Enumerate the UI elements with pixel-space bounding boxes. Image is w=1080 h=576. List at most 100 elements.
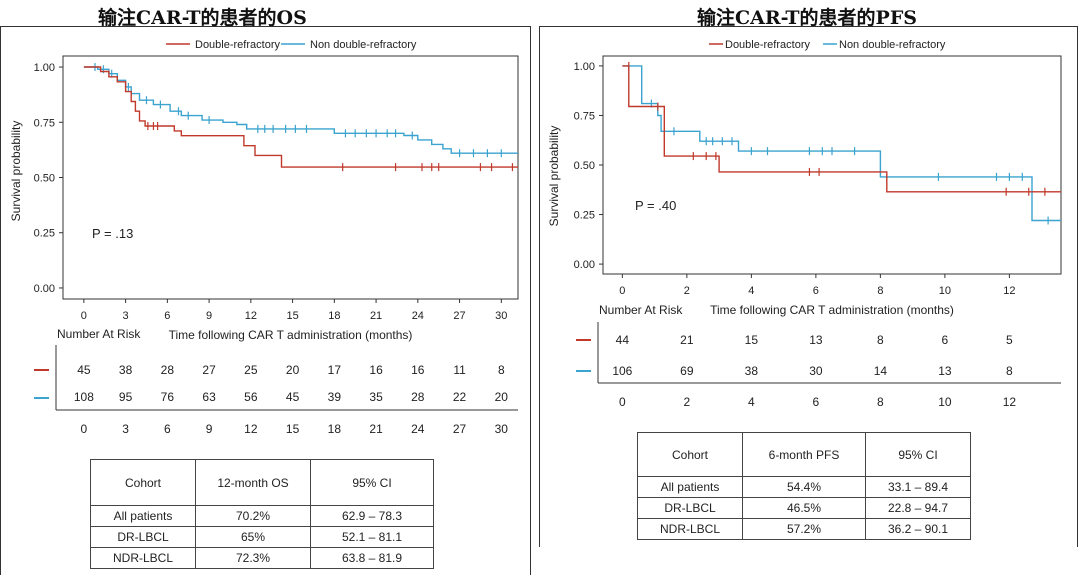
os-table-cell: 65% — [195, 526, 311, 548]
pfs-table-cell: DR-LBCL — [637, 497, 743, 519]
pfs-x-tick-label: 12 — [1003, 285, 1015, 297]
pfs-y-tick-label: 0.25 — [574, 210, 595, 222]
os-risk-dr-count: 20 — [286, 363, 300, 377]
pfs-legend-ndr-label: Non double-refractory — [839, 39, 946, 51]
os-x-axis-label: Time following CAR T administration (mon… — [169, 328, 413, 342]
os-risk-ndr-count: 95 — [119, 390, 133, 404]
pfs-stats-table: Cohort 6-month PFS 95% CI All patients 5… — [637, 432, 971, 540]
os-risk-ndr-count: 22 — [453, 390, 467, 404]
os-risk-ndr-count: 63 — [202, 390, 216, 404]
os-chart-title: 输注CAR-T的患者的OS — [98, 7, 307, 29]
os-plot-marks: 0.000.250.500.751.000 3 6 9 12 15 18 21 24 27 30Ti… — [34, 62, 518, 436]
pfs-x-tick-label: 8 — [877, 285, 883, 297]
os-risk-ndr-count: 20 — [495, 390, 509, 404]
pfs-table-cell: All patients — [637, 476, 743, 498]
os-risk-ndr-count: 39 — [328, 390, 342, 404]
os-risk-dr-count: 8 — [498, 363, 505, 377]
pfs-x-tick-label: 4 — [748, 285, 754, 297]
pfs-risk-ndr-count: 106 — [612, 364, 632, 378]
pfs-x-tick-label: 2 — [684, 285, 690, 297]
pfs-x-axis-label: Time following CAR T administration (mon… — [710, 303, 954, 317]
pfs-table-header-6m-pfs: 6-month PFS — [742, 432, 866, 477]
os-dr-survival-curve — [83, 66, 518, 168]
pfs-ndr-survival-curve — [622, 65, 1061, 222]
os-legend-ndr-label: Non double-refractory — [310, 39, 417, 51]
os-y-tick-label: 0.50 — [34, 173, 55, 185]
pfs-y-tick-label: 1.00 — [574, 61, 595, 73]
os-risk-dr-count: 45 — [77, 363, 91, 377]
pfs-risk-ndr-count: 69 — [680, 364, 694, 378]
os-table-header-ci: 95% CI — [310, 459, 434, 506]
os-risk-time-label: 0 — [81, 422, 88, 436]
os-table-cell: NDR-LBCL — [90, 547, 196, 569]
pfs-x-tick-label: 6 — [813, 285, 819, 297]
os-x-tick-label: 18 — [328, 310, 340, 322]
pfs-risk-time-label: 12 — [1003, 395, 1017, 409]
os-figure: Double-refractory Non double-refractory … — [9, 39, 519, 436]
os-y-tick-label: 0.00 — [34, 283, 55, 295]
os-y-tick-label: 1.00 — [34, 62, 55, 74]
os-risk-ndr-count: 28 — [411, 390, 425, 404]
os-y-tick-label: 0.25 — [34, 228, 55, 240]
os-p-value: P = .13 — [92, 226, 133, 241]
pfs-dr-survival-curve — [622, 65, 1061, 193]
pfs-x-tick-label: 10 — [939, 285, 951, 297]
pfs-risk-time-label: 6 — [813, 395, 820, 409]
os-risk-time-label: 24 — [411, 422, 425, 436]
os-ndr-survival-curve — [83, 66, 518, 154]
os-stats-table: Cohort 12-month OS 95% CI All patients 7… — [90, 459, 434, 569]
pfs-y-tick-label: 0.75 — [574, 110, 595, 122]
pfs-risk-dr-count: 8 — [877, 333, 884, 347]
os-y-tick-label: 0.75 — [34, 117, 55, 129]
os-risk-dr-count: 16 — [369, 363, 383, 377]
os-risk-time-label: 27 — [453, 422, 467, 436]
pfs-risk-ndr-count: 13 — [938, 364, 952, 378]
os-x-tick-label: 3 — [123, 310, 129, 322]
os-risk-dr-count: 38 — [119, 363, 133, 377]
pfs-figure: Double-refractory Non double-refractory … — [547, 39, 1062, 409]
pfs-risk-dr-count: 21 — [680, 333, 694, 347]
os-x-tick-label: 24 — [412, 310, 424, 322]
pfs-risk-dr-count: 15 — [745, 333, 759, 347]
os-risk-time-label: 6 — [164, 422, 171, 436]
os-risk-dr-count: 28 — [161, 363, 175, 377]
pfs-table-header-cohort: Cohort — [637, 432, 743, 477]
os-risk-time-label: 18 — [328, 422, 342, 436]
os-table-cell: 72.3% — [195, 547, 311, 569]
os-y-axis-label: Survival probability — [9, 121, 23, 222]
os-risk-ndr-count: 45 — [286, 390, 300, 404]
os-x-tick-label: 9 — [206, 310, 212, 322]
os-table-cell: 70.2% — [195, 505, 311, 527]
os-table-header-cohort: Cohort — [90, 459, 196, 506]
os-risk-dr-count: 25 — [244, 363, 258, 377]
pfs-table-cell: 54.4% — [742, 476, 866, 498]
os-table-cell: 62.9 – 78.3 — [310, 505, 434, 527]
pfs-risk-dr-count: 5 — [1006, 333, 1013, 347]
os-table-cell: 52.1 – 81.1 — [310, 526, 434, 548]
os-x-tick-label: 30 — [495, 310, 507, 322]
os-x-tick-label: 15 — [286, 310, 298, 322]
os-x-tick-label: 21 — [370, 310, 382, 322]
pfs-risk-dr-count: 44 — [616, 333, 630, 347]
os-risk-ndr-count: 108 — [74, 390, 94, 404]
pfs-x-tick-label: 0 — [619, 285, 625, 297]
pfs-panel — [539, 26, 1078, 547]
os-table-header-12m-os: 12-month OS — [195, 459, 311, 506]
os-legend-dr-label: Double-refractory — [195, 39, 280, 51]
os-panel — [0, 26, 531, 575]
os-risk-time-label: 15 — [286, 422, 300, 436]
pfs-y-axis-label: Survival probability — [547, 126, 561, 227]
pfs-table-header-ci: 95% CI — [865, 432, 971, 477]
os-risk-dr-count: 16 — [411, 363, 425, 377]
pfs-risk-title: Number At Risk — [599, 303, 683, 317]
os-risk-time-label: 21 — [369, 422, 383, 436]
pfs-legend-dr-label: Double-refractory — [725, 39, 810, 51]
os-risk-time-label: 9 — [206, 422, 213, 436]
pfs-table-cell: 57.2% — [742, 518, 866, 540]
pfs-risk-dr-count: 6 — [942, 333, 949, 347]
os-risk-time-label: 3 — [122, 422, 129, 436]
os-risk-ndr-count: 56 — [244, 390, 258, 404]
os-risk-time-label: 30 — [495, 422, 509, 436]
pfs-risk-dr-count: 13 — [809, 333, 823, 347]
os-risk-title: Number At Risk — [57, 327, 141, 341]
